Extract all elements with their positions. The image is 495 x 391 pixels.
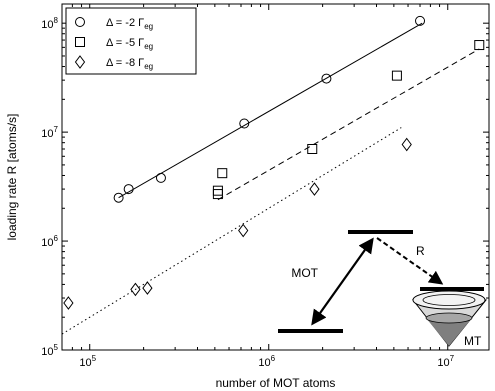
legend-marker-diamond [74,55,86,69]
legend-marker-circle [75,17,85,27]
legend: Δ = -2 Γeg Δ = -5 Γeg Δ = -8 Γeg [65,7,197,75]
x-tick-label: 106 [258,354,275,369]
y-tick-label: 108 [41,16,58,31]
mot-label: MOT [291,266,318,280]
data-point-square [474,40,485,51]
x-tick-label: 107 [437,354,454,369]
data-point-diamond [401,137,412,152]
legend-entry-diamond: Δ = -8 Γeg [106,57,153,71]
loading-rate-arrow [376,237,444,285]
series-2 [212,40,485,201]
series-1 [113,15,426,203]
y-tick-label: 105 [41,343,58,358]
data-point-diamond [142,281,153,295]
data-point-circle [415,15,426,26]
data-point-circle [155,172,166,183]
data-point-square [391,70,402,81]
mot-transition-arrow [311,237,374,326]
legend-box [65,7,197,75]
data-point-circle [113,192,124,203]
series-3 [61,127,412,335]
ticks-layer: 105 106 107 105 106 107 108 [41,4,489,369]
x-axis-label: number of MOT atoms [216,376,336,390]
legend-marker-square [75,37,85,47]
axes-frame [61,3,490,351]
data-point-square [307,143,318,154]
data-point-circle [321,73,332,84]
y-tick-label: 106 [41,234,58,249]
trap-top-inner-ring [422,294,476,306]
data-point-diamond [309,182,320,196]
data-point-diamond [63,296,74,310]
data-point-circle [123,184,134,195]
r-label: R [416,244,425,258]
data-point-square [217,168,228,179]
legend-entry-circle: Δ = -2 Γeg [106,17,153,31]
trap-fill [426,318,472,346]
data-point-square [212,185,223,196]
trap-inner-ellipse [425,312,473,324]
y-axis-label: loading rate R [atoms/s] [5,114,19,241]
plot-content [61,15,485,335]
x-tick-label: 105 [79,354,96,369]
fit-line-square [217,48,480,201]
y-tick-label: 107 [41,125,58,140]
legend-entry-square: Δ = -5 Γeg [106,37,153,51]
data-point-diamond [238,223,249,238]
fit-line-circle [118,22,423,199]
mt-label: MT [464,334,482,348]
trap-top-ellipse [412,290,486,310]
energy-level-inset: MOT R MT [278,230,488,348]
fit-line-diamond [61,127,402,335]
data-point-diamond [130,282,141,297]
data-point-circle [239,118,250,129]
